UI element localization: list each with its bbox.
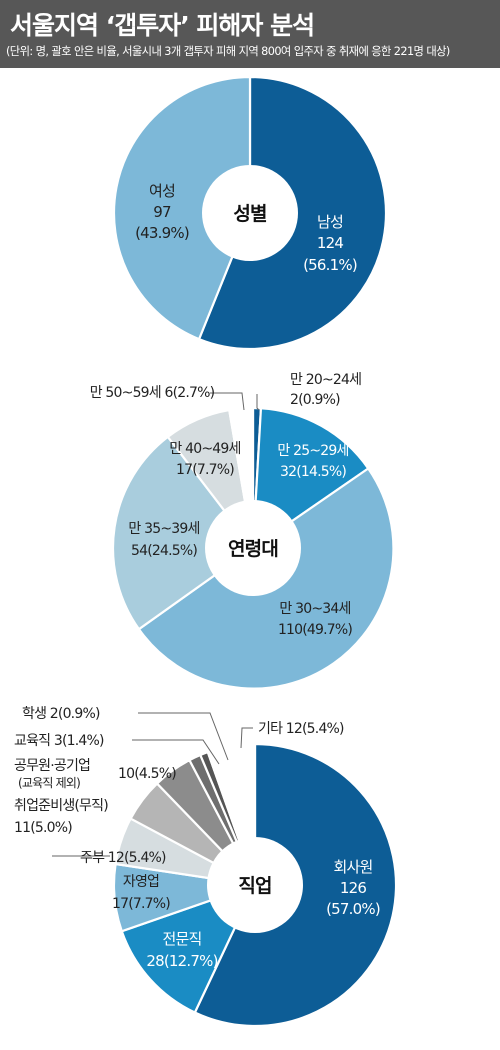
page-subtitle: (단위: 명, 괄호 안은 비율, 서울시내 3개 갭투자 피해 지역 800여… xyxy=(6,45,450,58)
label-만-35-39세-valpct: 54(24.5%) xyxy=(131,543,197,559)
chart-center-title: 직업 xyxy=(238,875,271,897)
label-전문직-label: 전문직 xyxy=(162,930,201,948)
label-만-20-24세-valpct: 2(0.9%) xyxy=(290,392,340,408)
label-학생-labelvalpct: 학생 2(0.9%) xyxy=(22,706,100,722)
pie-chart-연령대: 연령대 만 20~24세 2(0.9%) 만 25~29세 32(14.5%) 만 30~… xyxy=(90,372,395,690)
chart-center-title: 연령대 xyxy=(228,538,278,560)
label-남성-label: 남성 xyxy=(317,213,343,231)
label-기타-labelvalpct: 기타 12(5.4%) xyxy=(258,721,344,737)
label-취업준비생-무직-label: 취업준비생(무직) xyxy=(14,798,108,814)
label-만-25-29세-label: 만 25~29세 xyxy=(277,443,348,459)
label-여성-value: 97 xyxy=(153,203,171,221)
leader-line-기타 xyxy=(240,727,253,749)
label-만-50-59세-labelvalpct: 만 50~59세 6(2.7%) xyxy=(90,385,215,401)
label-만-40-49세-valpct: 17(7.7%) xyxy=(176,462,234,478)
label-만-25-29세-valpct: 32(14.5%) xyxy=(280,464,346,480)
leader-line-만-20-24세 xyxy=(256,394,260,411)
leader-line-만-50-59세 xyxy=(210,392,245,411)
label-만-20-24세-label: 만 20~24세 xyxy=(290,372,361,388)
label-자영업-label: 자영업 xyxy=(123,874,159,890)
label-공무원-공기업-label: 공무원·공기업 xyxy=(14,758,90,774)
label-전문직-valpct: 28(12.7%) xyxy=(146,952,217,970)
label-만-30-34세-valpct: 110(49.7%) xyxy=(278,622,352,638)
pie-chart-직업: 직업 회사원 126 (57.0%) 전문직 28(12.7%) 자영업 17(7.7%) 주부… xyxy=(14,706,398,1028)
pie-chart-성별: 성별 남성 124 (56.1%) 여성 97 (43.9%) xyxy=(112,75,388,351)
label-만-30-34세-label: 만 30~34세 xyxy=(279,601,350,617)
label-여성-paren: (43.9%) xyxy=(135,224,189,242)
label-만-35-39세-label: 만 35~39세 xyxy=(128,521,199,537)
label-공무원-공기업-valpct: 10(4.5%) xyxy=(118,766,176,782)
label-자영업-valpct: 17(7.7%) xyxy=(112,896,170,912)
slice-여성 xyxy=(112,75,252,341)
header: 서울지역 ‘갭투자’ 피해자 분석 (단위: 명, 괄호 안은 비율, 서울시내… xyxy=(0,0,500,68)
label-취업준비생-무직-valpct: 11(5.0%) xyxy=(14,820,72,836)
donut-hole xyxy=(205,500,301,596)
leader-line-교육직 xyxy=(132,739,220,765)
donut-hole xyxy=(202,165,298,261)
slice-만-35-39세 xyxy=(111,435,255,631)
label-남성-paren: (56.1%) xyxy=(303,256,357,274)
label-회사원-paren: (57.0%) xyxy=(326,900,380,918)
donut-hole xyxy=(207,837,303,933)
label-주부-labelvalpct: 주부 12(5.4%) xyxy=(80,850,166,866)
leader-line-학생 xyxy=(138,712,229,761)
label-남성-value: 124 xyxy=(317,234,343,252)
label-회사원-label: 회사원 xyxy=(333,858,372,876)
label-만-40-49세-label: 만 40~49세 xyxy=(169,441,240,457)
label-공무원-공기업-sublabel: (교육직 제외) xyxy=(18,776,80,790)
label-회사원-value: 126 xyxy=(340,879,366,897)
page-title: 서울지역 ‘갭투자’ 피해자 분석 xyxy=(10,11,315,40)
charts-canvas: 성별 남성 124 (56.1%) 여성 97 (43.9%) 연령대 만 20~24세 2(0.… xyxy=(14,75,398,1028)
label-여성-label: 여성 xyxy=(149,182,175,200)
chart-center-title: 성별 xyxy=(233,203,267,225)
label-교육직-labelvalpct: 교육직 3(1.4%) xyxy=(14,733,104,749)
